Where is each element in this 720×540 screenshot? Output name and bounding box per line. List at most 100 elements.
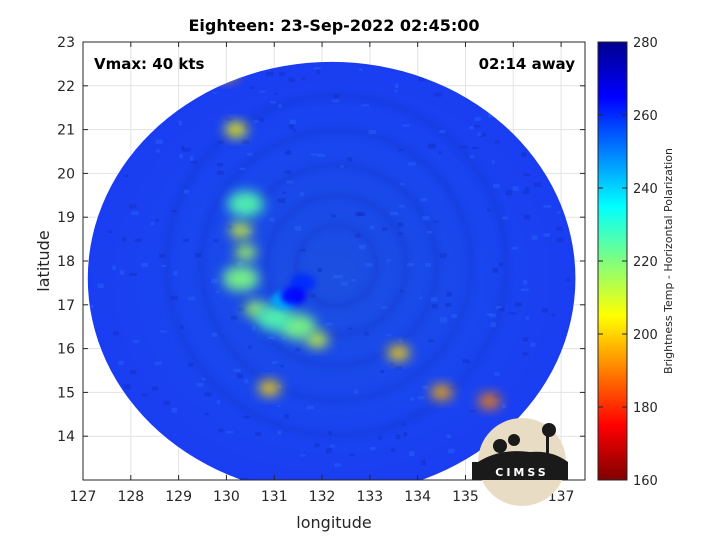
texture-speck xyxy=(141,262,148,267)
logo-tank-icon xyxy=(542,423,556,437)
texture-speck xyxy=(108,230,113,233)
texture-speck xyxy=(284,414,290,419)
texture-speck xyxy=(551,313,556,317)
texture-speck xyxy=(508,312,517,315)
texture-speck xyxy=(381,306,388,309)
texture-speck xyxy=(427,143,436,149)
texture-speck xyxy=(350,278,356,282)
texture-speck xyxy=(226,117,234,121)
texture-speck xyxy=(124,174,129,177)
texture-speck xyxy=(124,384,132,390)
texture-speck xyxy=(520,288,529,292)
feature-blob xyxy=(222,265,259,292)
texture-speck xyxy=(394,83,399,88)
texture-speck xyxy=(368,130,376,135)
texture-speck xyxy=(397,222,404,227)
texture-speck xyxy=(257,117,264,123)
texture-speck xyxy=(286,180,294,184)
spiral-band xyxy=(163,92,510,439)
texture-speck xyxy=(523,214,531,220)
texture-speck xyxy=(525,187,529,191)
texture-speck xyxy=(499,262,504,267)
colorbar-ticks: 160 180 200 220 240 260 280 xyxy=(598,36,658,489)
texture-speck xyxy=(233,368,241,372)
colorbar-tick-label: 260 xyxy=(633,109,658,124)
texture-speck xyxy=(313,67,321,70)
y-tick-label: 19 xyxy=(57,210,75,226)
texture-speck xyxy=(300,454,306,457)
texture-speck xyxy=(355,233,361,238)
texture-speck xyxy=(399,339,403,343)
chart-title: Eighteen: 23-Sep-2022 02:45:00 xyxy=(188,16,479,35)
texture-speck xyxy=(394,89,398,93)
texture-speck xyxy=(331,99,340,103)
y-tick-label: 23 xyxy=(57,35,75,51)
texture-speck xyxy=(330,444,336,448)
texture-speck xyxy=(295,226,301,231)
texture-speck xyxy=(276,404,281,407)
texture-speck xyxy=(349,453,355,457)
feature-blob xyxy=(229,222,252,239)
y-tick-label: 14 xyxy=(57,429,75,445)
y-tick-label: 16 xyxy=(57,342,75,358)
spiral-band xyxy=(233,162,440,369)
texture-speck xyxy=(390,448,396,452)
texture-speck xyxy=(217,163,223,167)
x-axis-ticks: 127128129130131132133134135136137 xyxy=(70,42,574,505)
texture-speck xyxy=(369,225,375,230)
texture-speck xyxy=(132,339,140,343)
texture-speck xyxy=(285,150,292,155)
texture-speck xyxy=(118,360,124,366)
texture-speck xyxy=(239,167,246,170)
texture-speck xyxy=(178,120,183,126)
texture-speck xyxy=(398,205,406,208)
texture-speck xyxy=(378,435,382,441)
swath-layer xyxy=(87,61,576,480)
texture-speck xyxy=(267,336,275,340)
texture-speck xyxy=(556,237,564,243)
texture-speck xyxy=(364,331,369,336)
texture-speck xyxy=(218,428,224,433)
texture-speck xyxy=(425,263,432,267)
texture-speck xyxy=(359,68,363,71)
texture-speck xyxy=(237,307,245,312)
texture-speck xyxy=(310,153,318,156)
texture-speck xyxy=(477,132,482,136)
texture-speck xyxy=(401,423,406,426)
texture-speck xyxy=(217,140,224,144)
texture-speck xyxy=(326,448,332,454)
texture-speck xyxy=(469,126,474,130)
logo-dish-icon-2 xyxy=(508,434,520,446)
texture-speck xyxy=(459,145,468,149)
texture-speck xyxy=(171,407,178,413)
y-tick-label: 20 xyxy=(57,166,75,182)
texture-speck xyxy=(204,412,209,416)
texture-speck xyxy=(213,239,219,243)
texture-speck xyxy=(315,69,321,75)
texture-speck xyxy=(523,337,529,342)
texture-speck xyxy=(188,296,195,301)
texture-speck xyxy=(472,146,479,150)
texture-speck xyxy=(333,463,342,467)
y-tick-label: 18 xyxy=(57,254,75,270)
texture-speck xyxy=(489,313,496,318)
texture-speck xyxy=(333,93,340,98)
texture-speck xyxy=(522,352,529,356)
texture-speck xyxy=(155,219,159,222)
texture-speck xyxy=(427,339,435,343)
texture-speck xyxy=(129,204,137,209)
texture-speck xyxy=(358,212,366,217)
texture-speck xyxy=(340,281,349,286)
texture-speck xyxy=(236,261,243,266)
vmax-annotation: Vmax: 40 kts xyxy=(94,55,204,73)
texture-speck xyxy=(422,215,430,221)
x-tick-label: 134 xyxy=(404,489,431,505)
texture-speck xyxy=(533,182,542,188)
texture-speck xyxy=(397,232,404,235)
texture-speck xyxy=(288,124,295,130)
texture-speck xyxy=(406,263,414,267)
texture-speck xyxy=(259,90,266,93)
texture-speck xyxy=(521,152,527,157)
x-tick-label: 128 xyxy=(117,489,144,505)
y-tick-label: 21 xyxy=(57,123,75,139)
